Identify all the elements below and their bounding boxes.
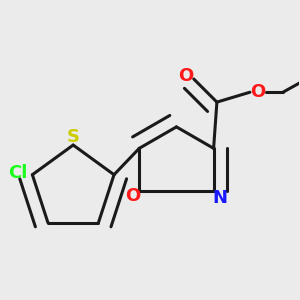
Text: O: O — [178, 67, 193, 85]
Text: O: O — [250, 83, 266, 101]
Text: Cl: Cl — [8, 164, 27, 182]
Text: N: N — [213, 189, 228, 207]
Text: O: O — [125, 187, 140, 205]
Text: S: S — [67, 128, 80, 146]
